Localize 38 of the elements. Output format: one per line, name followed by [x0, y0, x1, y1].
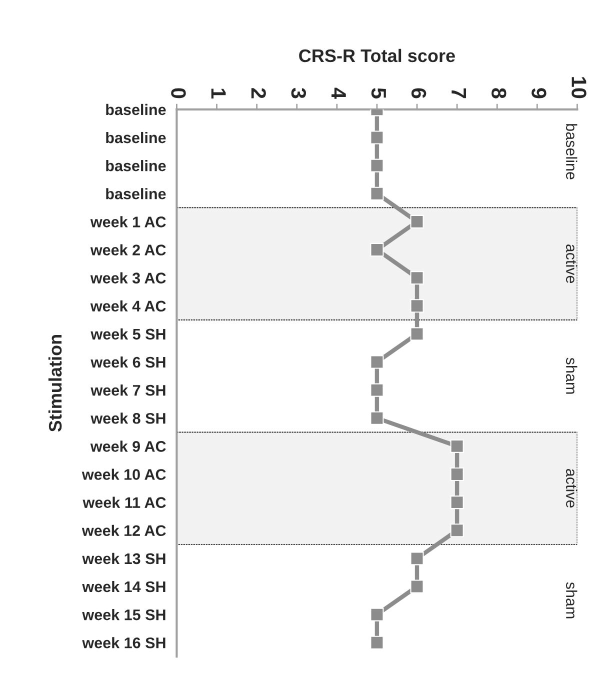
y-tick-label: week 6 SH: [90, 356, 166, 368]
x-axis-title: CRS-R Total score: [299, 48, 455, 62]
x-tick-label: 2: [251, 88, 266, 98]
x-tick-label: 5: [371, 88, 386, 98]
x-tick-label: 3: [291, 88, 306, 98]
y-tick-label: week 12 AC: [82, 524, 166, 536]
x-tick-label: 6: [411, 88, 426, 98]
y-tick-label: week 3 AC: [90, 272, 166, 284]
y-tick-label: week 8 SH: [90, 412, 166, 424]
x-tick-label: 8: [492, 88, 506, 98]
y-tick-label: week 16 SH: [82, 637, 166, 648]
x-tick-label: 1: [211, 88, 226, 98]
y-tick-label: baseline: [106, 188, 166, 200]
annotation: sham: [566, 358, 578, 394]
annotation: baseline: [566, 124, 578, 180]
y-tick-label: baseline: [106, 160, 166, 172]
y-tick-label: week 15 SH: [82, 609, 166, 620]
x-tick-label: 4: [332, 88, 346, 99]
y-tick-label: week 2 AC: [90, 244, 166, 256]
y-axis-title: Stimulation: [48, 335, 62, 432]
y-tick-label: week 9 AC: [90, 440, 166, 452]
y-tick-label: week 7 SH: [90, 384, 166, 396]
y-tick-label: baseline: [106, 132, 166, 144]
annotation: sham: [566, 582, 578, 618]
x-tick-label: 10: [572, 77, 586, 98]
y-tick-label: baseline: [106, 104, 166, 116]
x-tick-label: 9: [532, 88, 546, 98]
x-tick-label: 0: [171, 88, 186, 98]
band-label: active: [566, 468, 578, 508]
y-tick-label: week 13 SH: [82, 552, 166, 564]
band-label: active: [566, 244, 578, 284]
y-tick-label: week 1 AC: [90, 216, 166, 228]
y-tick-label: week 11 AC: [82, 496, 166, 508]
y-tick-label: week 5 SH: [90, 328, 166, 340]
x-tick-label: 7: [452, 88, 466, 98]
y-tick-label: week 4 AC: [90, 300, 166, 312]
y-tick-label: week 14 SH: [82, 580, 166, 592]
y-tick-label: week 10 AC: [82, 468, 166, 480]
